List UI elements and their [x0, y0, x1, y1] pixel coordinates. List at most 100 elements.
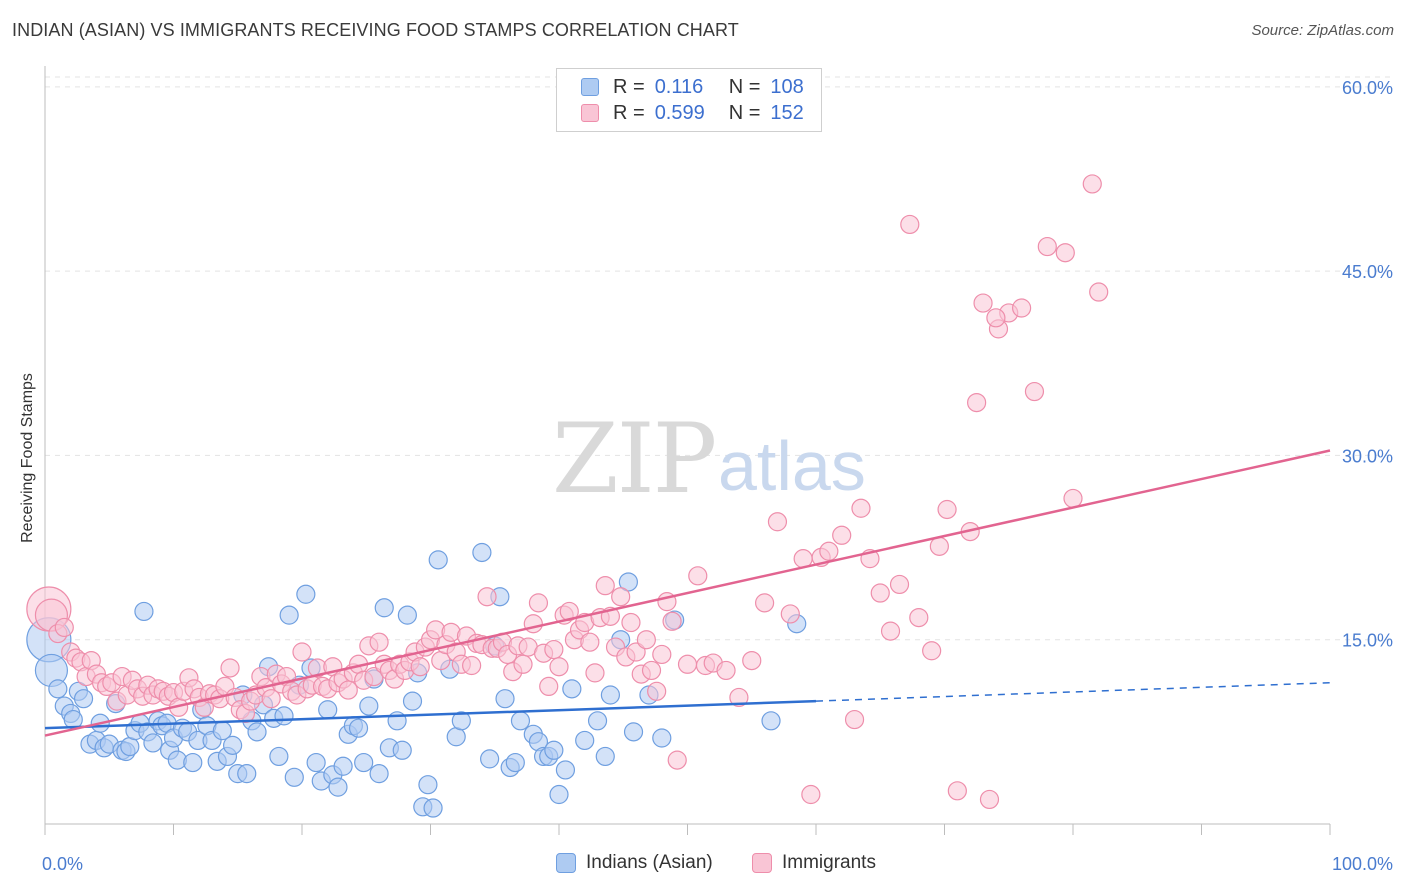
data-point [851, 498, 871, 518]
legend-row-immigrants: R = 0.599 N = 152 [581, 100, 804, 126]
data-point [742, 650, 762, 671]
y-tick-label: 30.0% [1342, 446, 1393, 466]
data-point [261, 689, 281, 709]
data-point [402, 691, 423, 711]
legend-r-label: R = [613, 101, 645, 124]
data-point [780, 604, 800, 624]
data-point [580, 632, 600, 652]
data-point [647, 681, 667, 701]
data-point [967, 393, 987, 413]
legend-swatch-immigrants [752, 853, 772, 873]
data-point [761, 711, 781, 731]
data-point [1089, 282, 1109, 302]
data-point [544, 740, 564, 760]
data-point [1024, 381, 1045, 402]
data-point [909, 607, 929, 628]
data-point [595, 746, 615, 767]
data-point [523, 614, 543, 634]
data-point [284, 767, 304, 787]
data-point [359, 696, 379, 716]
data-point [544, 639, 564, 660]
data-point [587, 711, 608, 731]
data-point [513, 654, 533, 674]
data-point [618, 572, 638, 592]
legend-r-label: R = [613, 75, 645, 98]
data-point [562, 679, 582, 699]
watermark-zip: ZIP [552, 403, 715, 515]
data-point [973, 293, 993, 313]
data-point [338, 680, 358, 700]
trend-line-immigrants [44, 449, 1331, 737]
data-point [979, 789, 1000, 810]
data-point [716, 660, 736, 681]
data-point [369, 632, 389, 652]
legend-item-indians[interactable]: Indians (Asian) [556, 852, 713, 874]
data-point [555, 760, 576, 780]
data-point [937, 499, 957, 520]
series-legend: Indians (Asian) Immigrants [0, 852, 1406, 878]
data-point [480, 749, 500, 769]
data-point [667, 750, 687, 770]
data-point [220, 658, 240, 678]
data-point [374, 598, 394, 618]
data-point [880, 621, 901, 641]
data-point [296, 584, 316, 604]
data-point [223, 735, 243, 755]
chart-title: INDIAN (ASIAN) VS IMMIGRANTS RECEIVING F… [12, 20, 739, 40]
data-point [549, 784, 569, 805]
data-point [652, 644, 672, 665]
data-point [636, 630, 656, 650]
legend-r-value: 0.599 [654, 101, 705, 124]
data-point [423, 798, 443, 818]
data-point [333, 756, 353, 776]
data-point [306, 752, 326, 773]
axes [44, 66, 1331, 835]
data-point [428, 550, 448, 570]
data-point [900, 214, 920, 235]
data-point [418, 775, 438, 795]
data-point [328, 777, 348, 797]
legend-n-label: N = [728, 75, 761, 98]
data-point [528, 593, 549, 613]
data-point [1011, 298, 1032, 318]
data-point [611, 587, 631, 607]
data-point [292, 642, 312, 662]
data-point [392, 740, 412, 760]
data-point [318, 700, 338, 720]
legend-swatch-immigrants [581, 104, 599, 122]
legend-item-immigrants[interactable]: Immigrants [752, 852, 876, 874]
legend-n-value: 152 [770, 101, 804, 124]
legend-swatch-indians [556, 853, 576, 873]
data-point [279, 605, 299, 625]
data-point [575, 730, 595, 751]
data-point [986, 308, 1006, 328]
data-point [397, 605, 417, 625]
trend-line-indians-extension [815, 681, 1331, 702]
data-point [595, 576, 615, 596]
data-point [369, 764, 389, 784]
data-point [120, 736, 140, 757]
data-point [801, 784, 821, 805]
trend-lines [44, 449, 1331, 737]
legend-n-label: N = [728, 101, 761, 124]
data-point [844, 709, 865, 730]
correlation-legend: R = 0.116 N = 108 R = 0.599 N = 152 [556, 68, 822, 132]
data-point [143, 733, 163, 753]
data-point [477, 587, 497, 607]
legend-n-value: 108 [770, 75, 804, 98]
watermark: ZIP atlas [552, 403, 866, 515]
data-point [929, 536, 949, 556]
y-tick-label: 60.0% [1342, 78, 1393, 98]
data-point [947, 781, 967, 801]
data-point [922, 641, 942, 661]
data-point [662, 611, 682, 631]
data-point [451, 711, 471, 731]
data-point [870, 583, 890, 603]
x-tick-label-min: 0.0% [42, 854, 83, 874]
data-point [1055, 243, 1075, 263]
data-point [510, 711, 531, 731]
data-point [1063, 488, 1083, 509]
data-point [1037, 236, 1057, 257]
data-point [621, 612, 641, 633]
data-point [247, 722, 267, 742]
